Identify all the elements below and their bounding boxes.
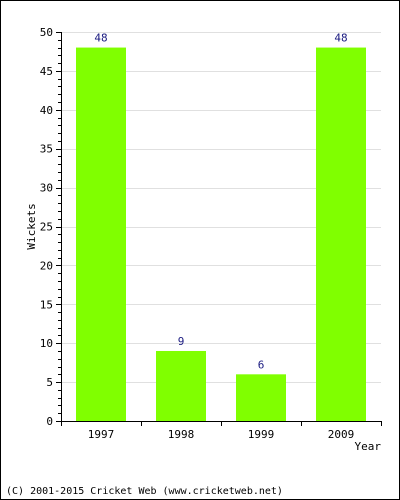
y-tick-label: 30 xyxy=(40,182,53,195)
bar-value-label: 6 xyxy=(258,358,265,371)
bar-value-label: 48 xyxy=(94,32,107,45)
y-tick-label: 50 xyxy=(40,26,53,39)
bar-value-label: 48 xyxy=(334,32,347,45)
y-tick-label: 10 xyxy=(40,337,53,350)
y-axis-title: Wickets xyxy=(25,203,38,249)
y-tick-label: 15 xyxy=(40,298,53,311)
x-tick-label: 1999 xyxy=(248,428,275,441)
bar-value-labels: 48 9 6 48 xyxy=(94,32,347,372)
y-tick-label: 0 xyxy=(46,415,53,428)
bar-1998 xyxy=(156,350,206,421)
y-tick-label: 40 xyxy=(40,104,53,117)
y-tick-label: 45 xyxy=(40,65,53,78)
x-axis-title: Year xyxy=(355,440,382,453)
x-axis-ticks: 1997 1998 1999 2009 xyxy=(61,421,382,441)
y-axis-ticks: 0 5 10 15 20 25 30 35 40 45 50 xyxy=(40,26,61,428)
x-tick-label: 1998 xyxy=(168,428,195,441)
bar-2009 xyxy=(316,47,366,422)
y-tick-label: 5 xyxy=(46,376,53,389)
bar-1997 xyxy=(76,47,126,422)
bar-value-label: 9 xyxy=(178,335,185,348)
x-tick-label: 1997 xyxy=(88,428,115,441)
bar-1999 xyxy=(236,374,286,421)
copyright-text: (C) 2001-2015 Cricket Web (www.cricketwe… xyxy=(6,486,283,497)
bars xyxy=(76,47,366,422)
y-tick-label: 20 xyxy=(40,259,53,272)
y-tick-label: 35 xyxy=(40,143,53,156)
x-tick-label: 2009 xyxy=(328,428,355,441)
y-tick-label: 25 xyxy=(40,221,53,234)
